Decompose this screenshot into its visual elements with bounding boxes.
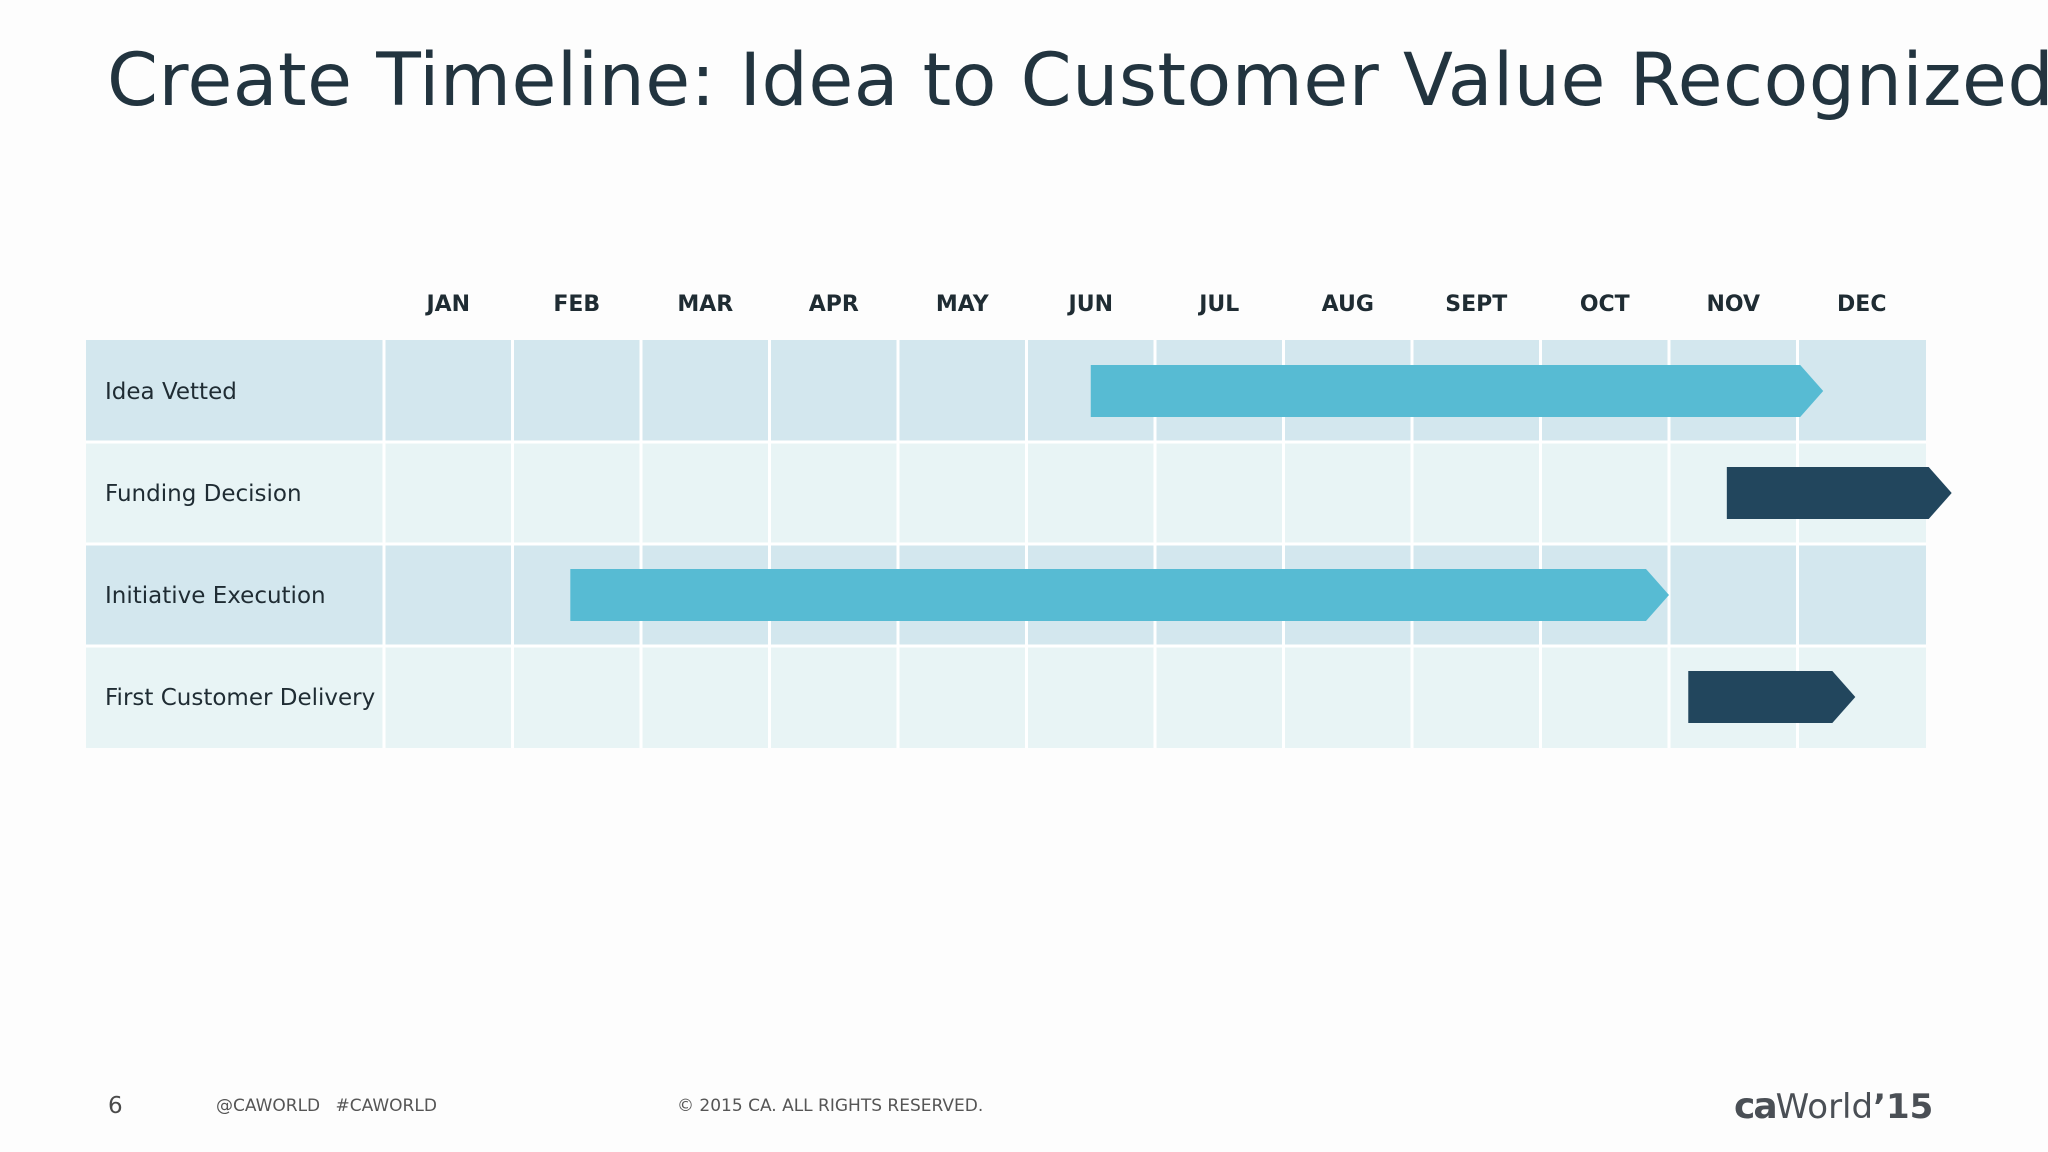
month-label: OCT xyxy=(1580,292,1630,317)
month-label: DEC xyxy=(1837,292,1886,317)
slide-title: Create Timeline: Idea to Customer Value … xyxy=(107,38,2048,123)
month-label: JAN xyxy=(424,292,470,317)
timeline-row-band xyxy=(86,646,1926,748)
month-label: MAR xyxy=(677,292,733,317)
month-label: AUG xyxy=(1322,292,1374,317)
page-number: 6 xyxy=(108,1093,123,1119)
timeline-row-label: Initiative Execution xyxy=(105,583,326,609)
month-label: APR xyxy=(809,292,859,317)
timeline-bar xyxy=(1090,365,1824,417)
month-label: JUL xyxy=(1197,292,1239,317)
timeline-row-label: Idea Vetted xyxy=(105,379,237,405)
ca-world-logo: caWorld’15 xyxy=(1734,1086,1933,1127)
timeline-row-label: First Customer Delivery xyxy=(105,685,375,711)
month-label: NOV xyxy=(1706,292,1760,317)
logo-ca: ca xyxy=(1734,1086,1778,1127)
timeline-row-label: Funding Decision xyxy=(105,481,302,507)
logo-year: ’15 xyxy=(1873,1087,1934,1127)
month-label: JUN xyxy=(1067,292,1113,317)
timeline-row-band xyxy=(86,442,1926,544)
logo-world: World xyxy=(1775,1087,1874,1127)
social-handles: @CAWORLD #CAWORLD xyxy=(216,1096,437,1116)
timeline-bar xyxy=(1726,467,1952,519)
timeline-bar xyxy=(570,569,1670,621)
timeline-bar xyxy=(1688,671,1856,723)
gantt-chart: JAN FEB MAR APR MAY JUN JUL AUG SEPT OCT NOV DEC Id… xyxy=(86,292,1952,748)
copyright-notice: © 2015 CA. ALL RIGHTS RESERVED. xyxy=(677,1096,984,1116)
month-label: SEPT xyxy=(1445,292,1507,317)
month-label: FEB xyxy=(553,292,600,317)
month-label: MAY xyxy=(936,292,990,317)
